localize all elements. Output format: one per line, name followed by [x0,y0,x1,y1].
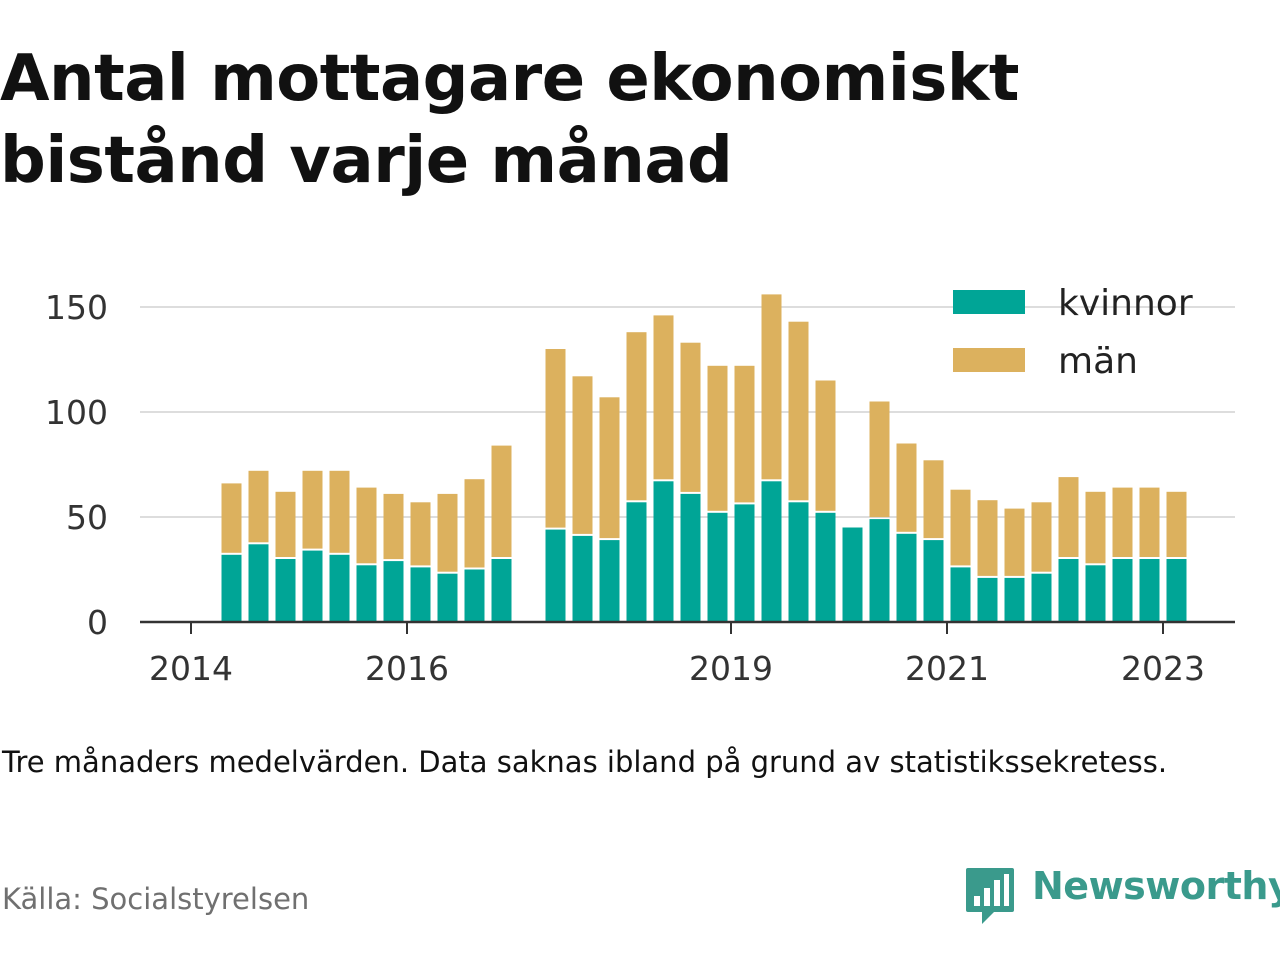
bar-kvinnor [545,529,566,622]
bar-kvinnor [923,540,944,622]
bar-kvinnor [842,527,863,622]
bar-kvinnor [275,559,296,622]
bar-kvinnor [1004,577,1025,622]
bar-kvinnor [734,504,755,622]
bar-man [221,483,242,553]
bar-man [923,460,944,539]
bar-kvinnor [1112,559,1133,622]
bar-kvinnor [248,544,269,622]
chart-note: Tre månaders medelvärden. Data saknas ib… [2,745,1168,779]
bar-man [653,315,674,480]
bar-kvinnor [221,554,242,622]
bar-man [815,380,836,511]
bar-man [410,502,431,566]
legend-swatch [953,348,1025,372]
y-tick-label: 100 [45,393,108,432]
bar-kvinnor [761,481,782,622]
bar-man [491,445,512,557]
brand-name: Newsworthy [1032,864,1280,908]
y-tick-label: 0 [87,603,108,642]
bar-man [869,401,890,518]
bar-kvinnor [707,512,728,622]
bar-kvinnor [437,573,458,622]
bar-man [734,365,755,503]
bar-man [1031,502,1052,572]
bar-kvinnor [653,481,674,622]
bar-kvinnor [680,493,701,622]
bar-kvinnor [302,550,323,622]
bar-man [275,491,296,557]
bar-man [977,500,998,576]
bar-kvinnor [626,502,647,622]
x-axis-labels: 2014 2016 2019 2021 2023 [149,649,1205,688]
bar-kvinnor [410,567,431,622]
bar-man [626,332,647,501]
bar-kvinnor [464,569,485,622]
x-tick-label: 2021 [905,649,989,688]
legend: kvinnor män [953,283,1193,382]
x-tick-label: 2023 [1121,649,1205,688]
bar-man [1058,477,1079,557]
bar-kvinnor [599,540,620,622]
bar-kvinnor [329,554,350,622]
bar-kvinnor [950,567,971,622]
bar-man [545,349,566,528]
bar-man [707,365,728,511]
bar-kvinnor [356,565,377,622]
bar-man [680,342,701,492]
newsworthy-logo-icon [966,868,1014,924]
source-text: Källa: Socialstyrelsen [2,882,310,916]
bar-kvinnor [815,512,836,622]
bar-man [356,487,377,564]
bar-kvinnor [383,561,404,622]
bar-kvinnor [1166,559,1187,622]
bar-man [383,493,404,560]
bar-kvinnor [1058,559,1079,622]
bar-kvinnor [869,519,890,622]
bar-kvinnor [896,533,917,622]
x-axis [140,620,1235,634]
y-tick-label: 50 [66,498,108,537]
bar-kvinnor [572,535,593,622]
bar-man [1004,508,1025,576]
bars [221,294,1187,622]
bar-man [1085,491,1106,564]
x-tick-label: 2019 [689,649,773,688]
legend-label: män [1058,341,1138,382]
bar-man [1139,487,1160,557]
bar-man [329,470,350,553]
y-tick-label: 150 [45,288,108,327]
bar-man [896,443,917,532]
stacked-bar-chart: 0 50 100 150 2014 2016 2019 2021 2023 kvinnor mä… [45,283,1235,688]
bar-man [302,470,323,549]
bar-man [572,376,593,534]
bar-man [1112,487,1133,557]
bar-man [248,470,269,543]
bar-man [950,489,971,566]
bar-man [761,294,782,480]
legend-label: kvinnor [1058,283,1193,324]
bar-kvinnor [1139,559,1160,622]
bar-kvinnor [491,559,512,622]
bar-kvinnor [977,577,998,622]
legend-swatch [953,290,1025,314]
bar-man [1166,491,1187,557]
bar-man [464,479,485,568]
x-tick-label: 2016 [365,649,449,688]
bar-kvinnor [788,502,809,622]
bar-man [788,321,809,501]
x-tick-label: 2014 [149,649,233,688]
bar-man [437,493,458,572]
bar-kvinnor [1085,565,1106,622]
bar-man [599,397,620,539]
chart-title: Antal mottagare ekonomiskt bistånd varje… [0,42,1020,198]
y-axis-labels: 0 50 100 150 [45,288,108,642]
bar-kvinnor [1031,573,1052,622]
